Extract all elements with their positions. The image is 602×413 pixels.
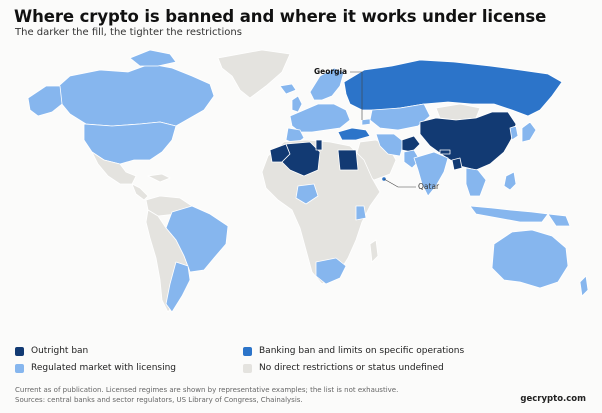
legend-swatch-outright-ban <box>15 346 24 356</box>
region-africa <box>261 139 381 285</box>
region-south-africa <box>315 257 347 285</box>
footnote: Current as of publication. Licensed regi… <box>15 385 398 405</box>
region-central-asia <box>369 103 431 131</box>
region-new-zealand <box>579 275 589 297</box>
legend-swatch-no-restrictions <box>243 363 252 373</box>
region-algeria <box>281 141 321 177</box>
qatar-callout: Qatar <box>382 177 440 191</box>
region-caribbean <box>147 173 171 183</box>
region-china <box>419 111 517 171</box>
footnote-note: Current as of publication. Licensed regi… <box>15 386 399 394</box>
region-turkey <box>337 127 371 141</box>
region-egypt <box>337 149 359 171</box>
legend-label-no-restrictions: No direct restrictions or status undefin… <box>259 363 444 373</box>
region-indonesia <box>469 205 549 223</box>
legend-label-regulated: Regulated market with licensing <box>31 363 177 373</box>
legend-item-banking-ban: Banking ban and limits on specific opera… <box>243 346 464 356</box>
legend-item-no-restrictions: No direct restrictions or status undefin… <box>243 363 444 373</box>
georgia-label: Georgia <box>314 67 347 76</box>
georgia-marker <box>361 118 371 126</box>
legend-label-banking-ban: Banking ban and limits on specific opera… <box>259 346 465 356</box>
region-nepal <box>439 149 451 155</box>
chart-title: Where crypto is banned and where it work… <box>14 7 547 26</box>
region-japan <box>521 121 537 143</box>
region-bangladesh <box>451 157 463 171</box>
region-nigeria <box>295 183 319 205</box>
qatar-leader-line <box>383 178 416 188</box>
region-alaska <box>27 85 63 117</box>
region-uk <box>291 95 303 113</box>
brand-url: gecrypto.com <box>520 394 586 404</box>
region-canada <box>51 63 215 127</box>
region-iran <box>375 133 405 157</box>
region-mongolia <box>435 103 481 121</box>
legend-item-regulated: Regulated market with licensing <box>15 363 176 373</box>
region-philippines <box>503 171 517 191</box>
footnote-sources: Sources: central banks and sector regula… <box>15 396 303 404</box>
georgia-callout: Georgia <box>314 67 371 126</box>
region-scandinavia <box>309 67 345 101</box>
legend-item-outright-ban: Outright ban <box>15 346 88 356</box>
legend-label-outright-ban: Outright ban <box>31 346 89 356</box>
region-australia <box>491 229 569 289</box>
region-central-america <box>131 183 149 201</box>
region-greenland <box>217 49 291 99</box>
world-map: Georgia Qatar <box>27 49 589 313</box>
legend-swatch-regulated <box>15 363 24 373</box>
region-korea <box>509 125 519 141</box>
region-afghanistan <box>401 135 421 153</box>
region-tunisia <box>315 139 323 151</box>
region-arctic-islands <box>129 49 177 67</box>
region-iceland <box>279 83 297 95</box>
chart-subtitle: The darker the fill, the tighter the res… <box>15 27 242 38</box>
legend: Outright ban Banking ban and limits on s… <box>15 346 595 382</box>
qatar-label: Qatar <box>418 182 440 191</box>
region-southeast-asia <box>465 167 487 197</box>
region-mexico <box>91 151 137 185</box>
legend-swatch-banking-ban <box>243 346 252 356</box>
region-argentina <box>165 261 191 313</box>
region-papua <box>547 213 571 227</box>
georgia-leader-line <box>350 71 363 120</box>
region-madagascar <box>369 239 379 263</box>
region-kenya <box>355 205 367 221</box>
region-india <box>413 151 449 197</box>
